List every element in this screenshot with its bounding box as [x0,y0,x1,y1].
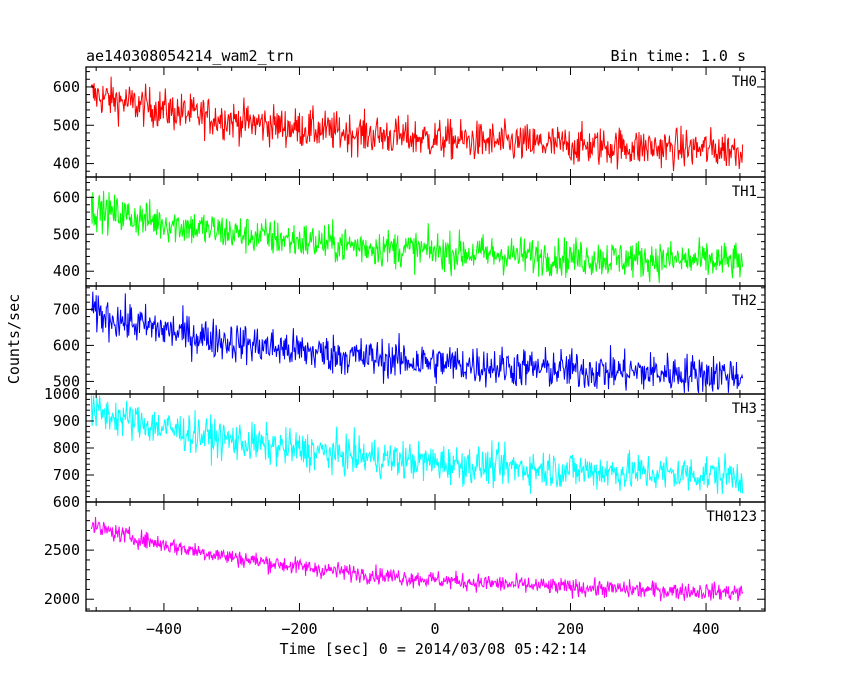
y-axis-label: Counts/sec [5,294,23,384]
x-tick-label: 0 [430,620,439,638]
panel-th2: 500 600 700 TH2 [53,285,766,395]
bin-time-label: Bin time: 1.0 s [611,47,746,65]
chart-title: ae140308054214_wam2_trn [86,47,294,65]
y-tick-label: 400 [53,262,80,280]
y-tick-label: 400 [53,155,80,173]
y-tick-label: 800 [53,439,80,457]
x-axis-label: Time [sec] 0 = 2014/03/08 05:42:14 [279,640,586,658]
y-tick-label: 600 [53,78,80,96]
y-tick-label: 500 [53,372,80,390]
panel-label: TH0 [732,74,757,90]
panel-th0123: 2000 2500 TH0123 [44,501,766,612]
y-tick-label: 2500 [44,541,80,559]
y-tick-label: 600 [53,336,80,354]
series-line-th0123 [90,516,744,602]
y-tick-label: 1000 [44,385,80,403]
y-tick-label: 600 [53,493,80,511]
panel-label: TH3 [732,401,757,417]
panels: 400 500 600 TH0 400 500 600 TH1 500 600 700 TH2 600 7… [44,66,766,638]
y-tick-label: 600 [53,188,80,206]
panel-frame [85,176,766,287]
panel-label: TH0123 [706,509,757,525]
panel-th1: 400 500 600 TH1 [53,176,766,287]
panel-frame [85,66,766,178]
series-line-th3 [90,395,744,495]
series-line-th1 [90,190,744,284]
panel-frame [85,501,766,612]
x-tick-label: 400 [692,620,719,638]
y-tick-label: 900 [53,412,80,430]
y-tick-label: 700 [53,300,80,318]
panel-label: TH1 [732,184,757,200]
x-tick-label: −400 [146,620,182,638]
panel-th0: 400 500 600 TH0 [53,66,766,178]
panel-frame [85,393,766,503]
panel-th3: 600 700 800 900 1000 TH3 [44,385,766,511]
y-tick-label: 700 [53,466,80,484]
x-tick-label: −200 [281,620,317,638]
series-line-th2 [90,291,744,394]
x-tick-label: 200 [557,620,584,638]
y-tick-label: 500 [53,225,80,243]
series-line-th0 [90,76,744,172]
y-tick-label: 2000 [44,590,80,608]
panel-label: TH2 [732,293,757,309]
y-tick-label: 500 [53,116,80,134]
